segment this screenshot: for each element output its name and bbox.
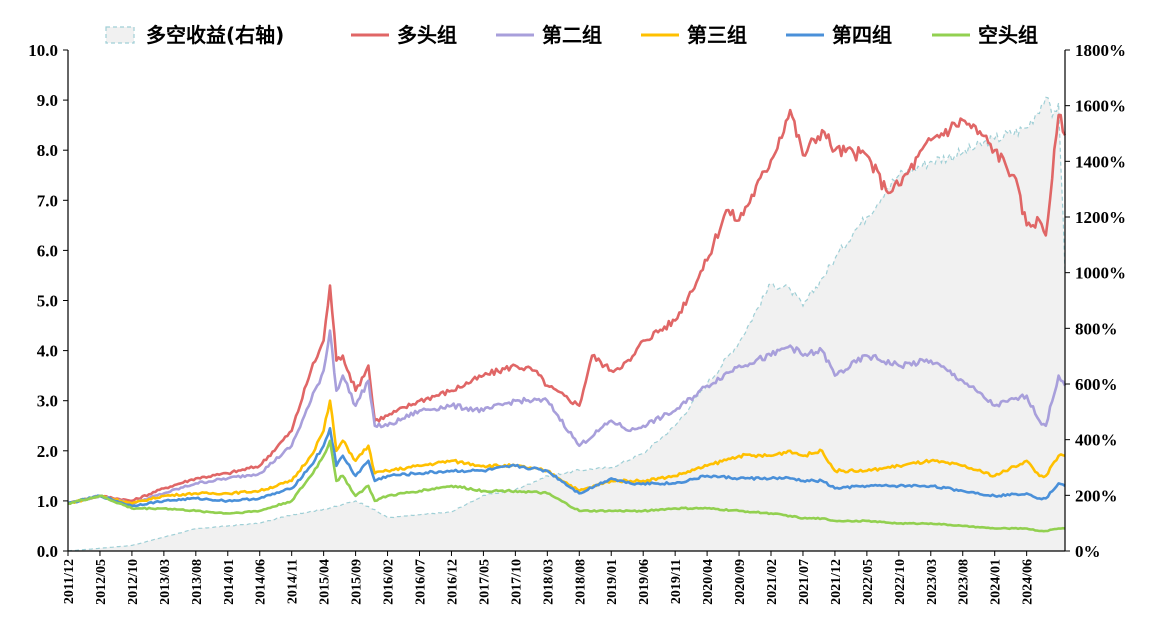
x-tick-label: 2016/07	[414, 559, 429, 605]
x-tick-label: 2014/01	[222, 559, 237, 605]
y-tick-label: 10.0	[28, 41, 58, 60]
x-tick-label: 2021/12	[829, 559, 844, 605]
y2-tick-label: 800%	[1075, 319, 1118, 338]
x-tick-label: 2021/07	[797, 559, 812, 605]
x-tick-label: 2020/09	[733, 559, 748, 605]
y-tick-label: 2.0	[37, 442, 58, 461]
x-tick-label: 2016/02	[382, 559, 397, 605]
x-tick-label: 2012/05	[94, 559, 109, 605]
y-tick-label: 0.0	[37, 542, 58, 561]
x-tick-label: 2011/12	[62, 559, 77, 604]
x-tick-label: 2015/04	[318, 559, 333, 605]
y2-tick-label: 1800%	[1075, 41, 1126, 60]
x-tick-label: 2020/04	[701, 559, 716, 605]
x-tick-label: 2022/10	[893, 559, 908, 605]
legend: 多空收益(右轴) 多头组 第二组 第三组 第四组 空头组	[105, 23, 1038, 47]
legend-label: 多空收益(右轴)	[146, 23, 284, 47]
y-tick-label: 5.0	[37, 292, 58, 311]
y-tick-label: 9.0	[37, 91, 58, 110]
series-line-long-short	[67, 96, 1066, 552]
y2-tick-label: 1600%	[1075, 97, 1126, 116]
y-tick-label: 3.0	[37, 392, 58, 411]
y-axis-right: 0% 200% 400% 600% 800% 1000% 1200% 1400% 1600% 18…	[1065, 41, 1126, 561]
x-tick-label: 2016/12	[446, 559, 461, 605]
x-tick-label: 2019/11	[669, 559, 684, 604]
y-axis-left: 0.0 1.0 2.0 3.0 4.0 5.0 6.0 7.0 8.0 9.0 10.0	[28, 41, 68, 561]
series-line-1	[67, 108, 1067, 505]
x-tick-label: 2019/01	[605, 559, 620, 605]
legend-label: 多头组	[397, 23, 457, 47]
y-tick-label: 1.0	[37, 492, 58, 511]
x-tick-label: 2024/06	[1021, 559, 1036, 605]
x-tick-label: 2023/03	[925, 559, 940, 605]
x-tick-label: 2021/02	[765, 559, 780, 605]
y2-tick-label: 400%	[1075, 431, 1118, 450]
series-line-4	[67, 427, 1066, 508]
y2-tick-label: 600%	[1075, 375, 1118, 394]
y2-tick-label: 1400%	[1075, 152, 1126, 171]
x-tick-label: 2018/03	[541, 559, 556, 605]
x-tick-label: 2017/10	[509, 559, 524, 605]
series-area-long-short	[68, 97, 1065, 552]
x-tick-label: 2024/01	[989, 559, 1004, 605]
y2-tick-label: 1000%	[1075, 264, 1126, 283]
y-tick-label: 6.0	[37, 241, 58, 260]
y-tick-label: 8.0	[37, 141, 58, 160]
x-tick-label: 2012/10	[126, 559, 141, 605]
x-tick-label: 2015/09	[350, 559, 365, 605]
series-line-3	[67, 399, 1066, 505]
x-tick-label: 2013/03	[158, 559, 173, 605]
legend-label: 第四组	[832, 23, 892, 47]
x-axis: 2011/12 2012/05 2012/10 2013/03 2013/08 2014/…	[62, 551, 1036, 605]
x-tick-label: 2019/06	[637, 559, 652, 605]
y2-tick-label: 0%	[1075, 542, 1101, 561]
plot-area	[67, 96, 1067, 552]
y2-tick-label: 1200%	[1075, 208, 1126, 227]
series-line-2	[67, 329, 1067, 505]
y2-tick-label: 200%	[1075, 486, 1118, 505]
series-line-5	[67, 439, 1066, 533]
x-tick-label: 2017/05	[477, 559, 492, 605]
legend-swatch	[105, 26, 135, 44]
y-tick-label: 4.0	[37, 342, 58, 361]
x-tick-label: 2018/08	[573, 559, 588, 605]
x-tick-label: 2013/08	[190, 559, 205, 605]
x-tick-label: 2014/06	[254, 559, 269, 605]
x-tick-label: 2022/05	[861, 559, 876, 605]
y-tick-label: 7.0	[37, 191, 58, 210]
x-tick-label: 2023/08	[957, 559, 972, 605]
legend-label: 空头组	[978, 23, 1038, 47]
legend-label: 第三组	[687, 23, 747, 47]
x-tick-label: 2014/11	[286, 559, 301, 604]
legend-label: 第二组	[542, 23, 602, 47]
